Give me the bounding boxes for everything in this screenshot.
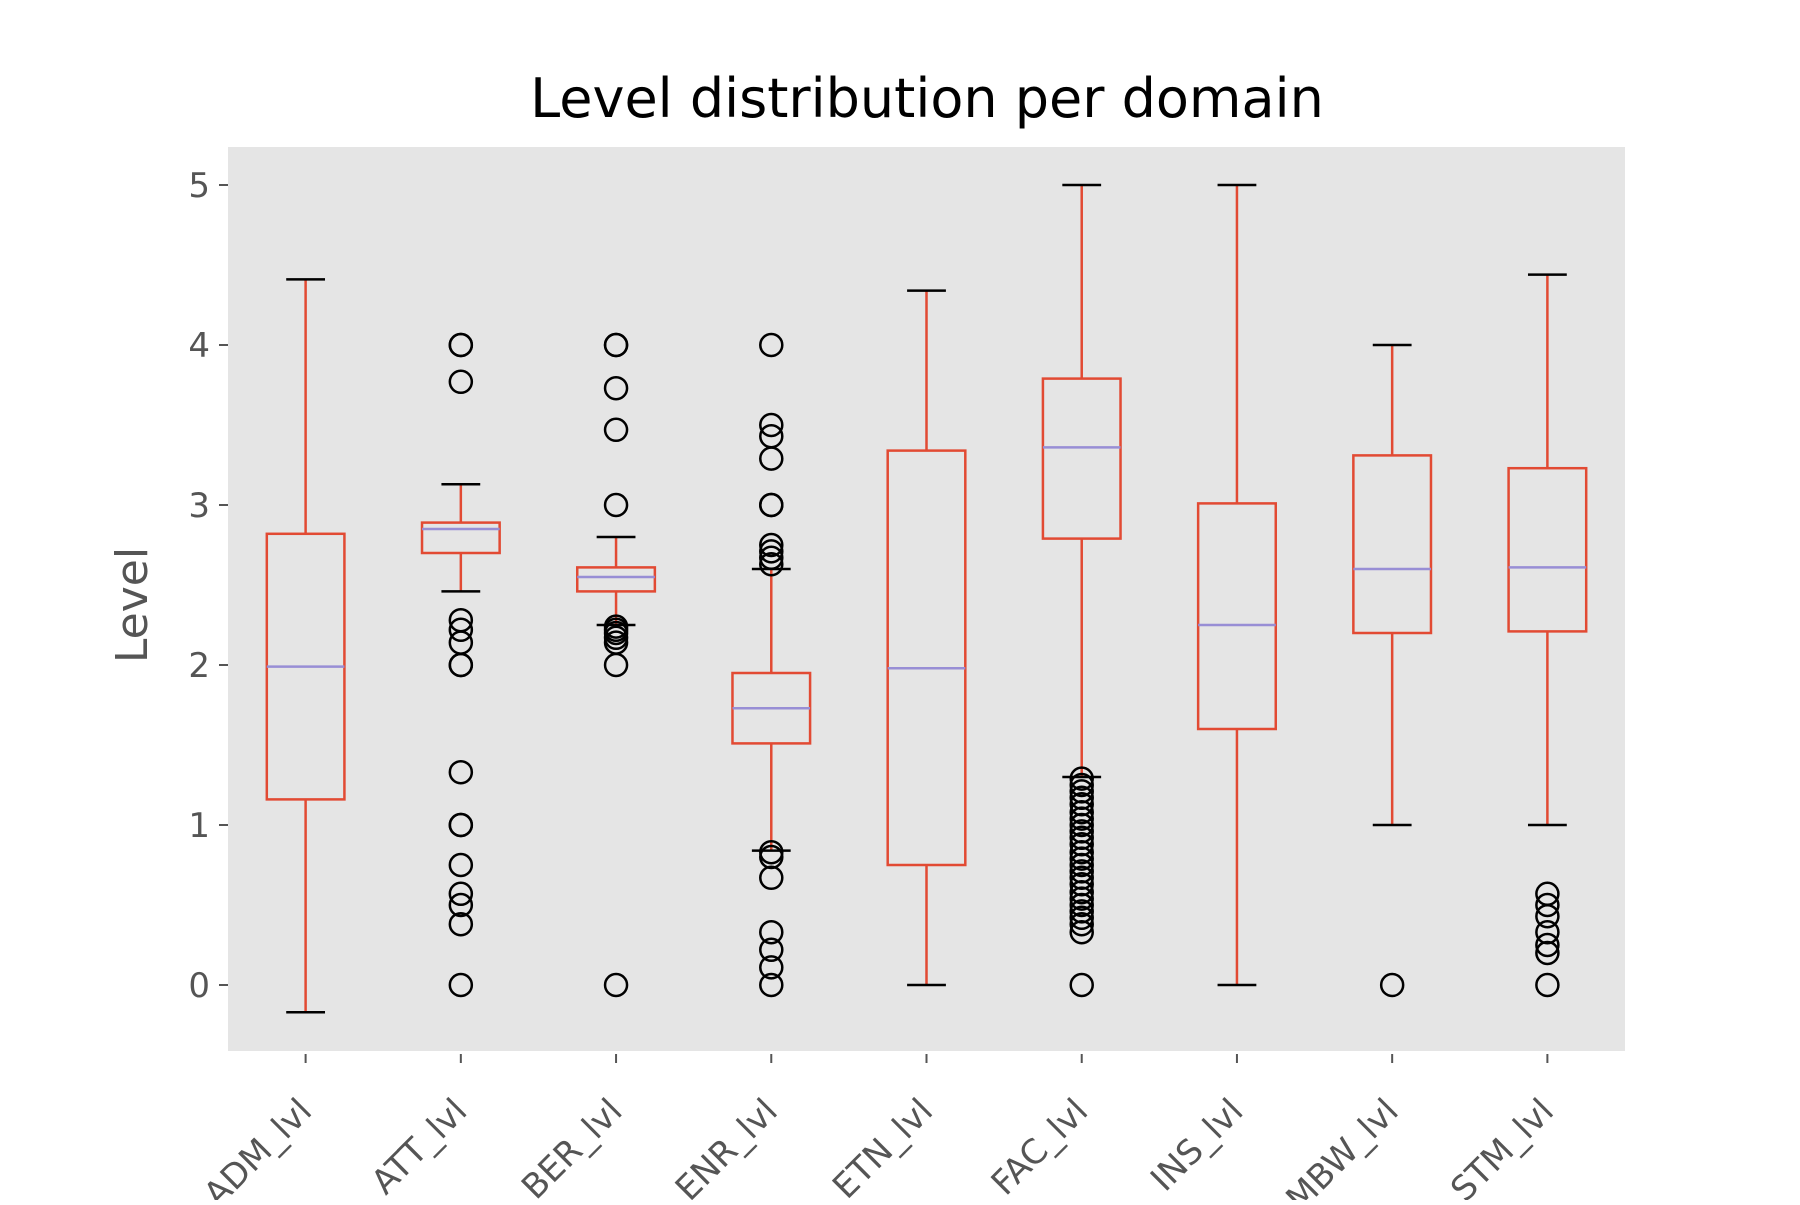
y-tick-label: 3 (188, 486, 210, 526)
outlier-point (1535, 972, 1560, 998)
x-tick-label: ATT_lvl (364, 1091, 475, 1200)
outlier-point (759, 412, 784, 438)
y-tick-label: 5 (188, 166, 210, 206)
outlier-point (1069, 799, 1094, 825)
outlier-point (1069, 846, 1094, 871)
outlier-point (1535, 932, 1560, 958)
outlier-point (1069, 905, 1094, 931)
outlier-point (448, 911, 474, 937)
y-tick-label: 4 (188, 326, 210, 366)
outlier-point (448, 759, 474, 785)
box (1507, 466, 1588, 633)
outlier-point (603, 652, 629, 678)
outlier-point (759, 545, 784, 571)
x-tick-label: ETN_lvl (825, 1091, 941, 1200)
box (1196, 502, 1278, 731)
outlier-point (448, 652, 474, 678)
outlier-point (603, 492, 629, 518)
outlier-point (448, 972, 474, 998)
x-tick-label: MBW_lvl (1278, 1091, 1406, 1200)
outlier-point (759, 551, 784, 577)
y-tick-label: 0 (188, 966, 210, 1006)
outlier-point (1069, 852, 1094, 878)
outlier-point (448, 852, 474, 878)
x-tick-label: ADM_lvl (196, 1091, 320, 1200)
outlier-point (1069, 772, 1094, 798)
outlier-point (603, 417, 629, 443)
box (576, 566, 657, 593)
chart-title: Level distribution per domain (530, 67, 1324, 130)
y-tick-label: 1 (188, 806, 210, 846)
y-axis-label: Level (107, 547, 158, 663)
outlier-point (448, 369, 474, 395)
outlier-point (759, 937, 784, 963)
outlier-point (1069, 812, 1094, 838)
outlier-point (759, 532, 784, 558)
outlier-point (1069, 919, 1094, 945)
x-tick-label: ENR_lvl (668, 1091, 786, 1200)
outlier-point (759, 919, 784, 945)
outlier-point (1069, 972, 1094, 998)
outlier-point (759, 865, 784, 891)
outlier-point (1379, 972, 1405, 998)
outlier-point (759, 492, 784, 518)
outlier-point (1069, 886, 1094, 911)
x-tick-label: INS_lvl (1143, 1091, 1251, 1199)
outlier-point (448, 812, 474, 838)
outlier-point (603, 972, 629, 998)
outlier-point (759, 332, 784, 358)
outlier-point (1069, 806, 1094, 831)
outlier-point (1535, 903, 1560, 929)
y-tick-label: 2 (188, 646, 210, 686)
outlier-point (1069, 911, 1094, 937)
outlier-point (1535, 940, 1560, 966)
x-tick-label: STM_lvl (1443, 1091, 1562, 1200)
outlier-point (448, 617, 474, 643)
outlier-point (1069, 892, 1094, 918)
x-tick-label: BER_lvl (514, 1091, 630, 1200)
outlier-point (759, 539, 784, 564)
outlier-point (1069, 766, 1094, 791)
outlier-point (1069, 879, 1094, 905)
outlier-point (448, 881, 474, 907)
box (420, 521, 501, 555)
outlier-point (1535, 892, 1560, 918)
outlier-point (759, 446, 784, 471)
outlier-point (759, 955, 784, 980)
plot-area: 0 1 2 3 4 5 ADM_lvl ATT_lvl BER_lvl ENR_lvl ETN_lv… (188, 147, 1625, 1205)
box (886, 449, 967, 867)
outlier-point (448, 332, 474, 358)
outlier-point (1069, 839, 1094, 865)
outlier-point (448, 892, 474, 918)
box (1041, 377, 1122, 540)
x-tick-label: FAC_lvl (984, 1091, 1096, 1200)
outlier-point (603, 332, 629, 358)
outlier-point (603, 375, 629, 401)
outlier-point (759, 972, 784, 998)
box (1352, 454, 1433, 635)
